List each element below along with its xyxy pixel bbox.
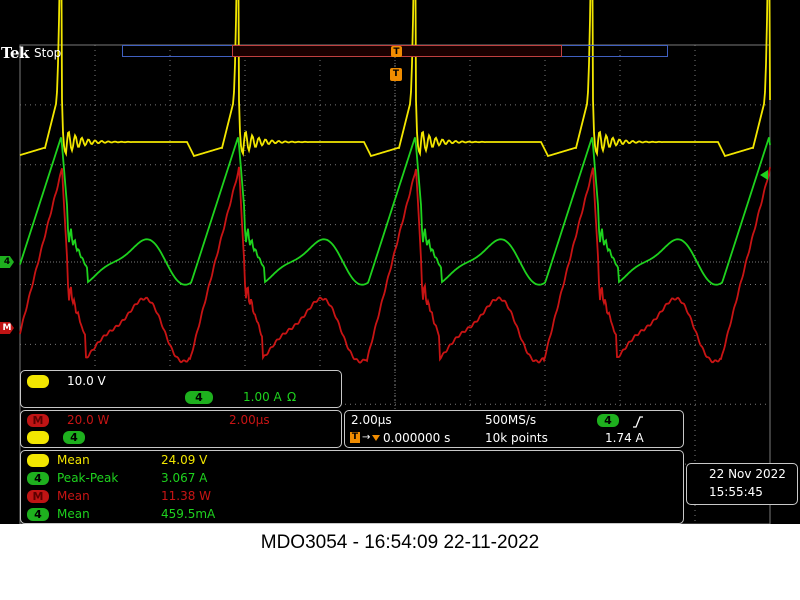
measurement-value: 3.067 A [161,471,208,485]
measurement-source-badge: 4 [27,508,49,521]
record-length: 10k points [485,431,548,445]
trigger-down-icon [372,435,380,441]
ch1-scale: 10.0 V [67,374,106,388]
trigger-marker-icon: T [350,432,360,443]
ch1-voltage-trace [19,0,771,158]
trigger-position-marker[interactable]: T [391,46,402,57]
screenshot-caption: MDO3054 - 16:54:09 22-11-2022 [260,532,540,553]
trigger-position: 0.000000 s [383,431,451,445]
waveform-display [19,0,771,524]
measurement-source-badge: M [27,490,49,503]
channel-scale-panel[interactable]: 1 10.0 V 4 1.00 A Ω [20,370,342,408]
ch1-badge: 1 [27,375,49,388]
math-source1-badge: 1 [27,431,49,444]
brand-status: Tek Stop [0,44,70,64]
rising-edge-icon [633,413,643,428]
date: 22 Nov 2022 [709,467,786,481]
ch4-current-trace [19,137,771,286]
time: 15:55:45 [709,485,763,499]
ohm-icon: Ω [287,390,297,404]
arrow-right-icon: → [362,432,371,443]
datetime-panel: 22 Nov 2022 15:55:45 [686,463,798,505]
sample-rate: 500MS/s [485,413,537,427]
measurement-source-badge: 4 [27,472,49,485]
oscilloscope-screen: Tek Stop T T 4 M 1 10.0 V 4 1.00 A Ω M 2… [0,0,800,524]
math-scale: 20.0 W [67,413,110,427]
trigger-source-badge: 4 [597,414,619,427]
math-panel[interactable]: M 20.0 W 2.00µs 1 4 [20,410,342,448]
measurement-name: Mean [57,453,90,467]
measurement-value: 24.09 V [161,453,208,467]
tek-logo: Tek [1,44,29,62]
ch4-ground-marker[interactable]: 4 [0,256,14,268]
measurement-name: Mean [57,489,90,503]
math-source2-badge: 4 [63,431,85,444]
math-time: 2.00µs [229,413,270,427]
run-state: Stop [34,46,62,60]
measurement-name: Peak-Peak [57,471,119,485]
measurement-value: 11.38 W [161,489,212,503]
measurements-panel[interactable]: 1 Mean 24.09 V 4 Peak-Peak 3.067 A M Mean 11.38 … [20,450,684,524]
trigger-time-marker[interactable]: T [390,68,402,81]
trigger-level: 1.74 A [605,431,644,445]
ch4-trigger-level-marker[interactable] [760,170,768,180]
math-ground-marker[interactable]: M [0,322,14,334]
ch4-badge: 4 [185,391,213,404]
horizontal-scale: 2.00µs [351,413,392,427]
math-badge: M [27,414,49,427]
measurement-name: Mean [57,507,90,521]
ch4-scale: 1.00 A [243,390,282,404]
timebase-panel[interactable]: 2.00µs 500MS/s 4 T → 0.000000 s 10k poin… [344,410,684,448]
math-power-trace [19,166,771,364]
measurement-value: 459.5mA [161,507,216,521]
measurement-source-badge: 1 [27,454,49,467]
